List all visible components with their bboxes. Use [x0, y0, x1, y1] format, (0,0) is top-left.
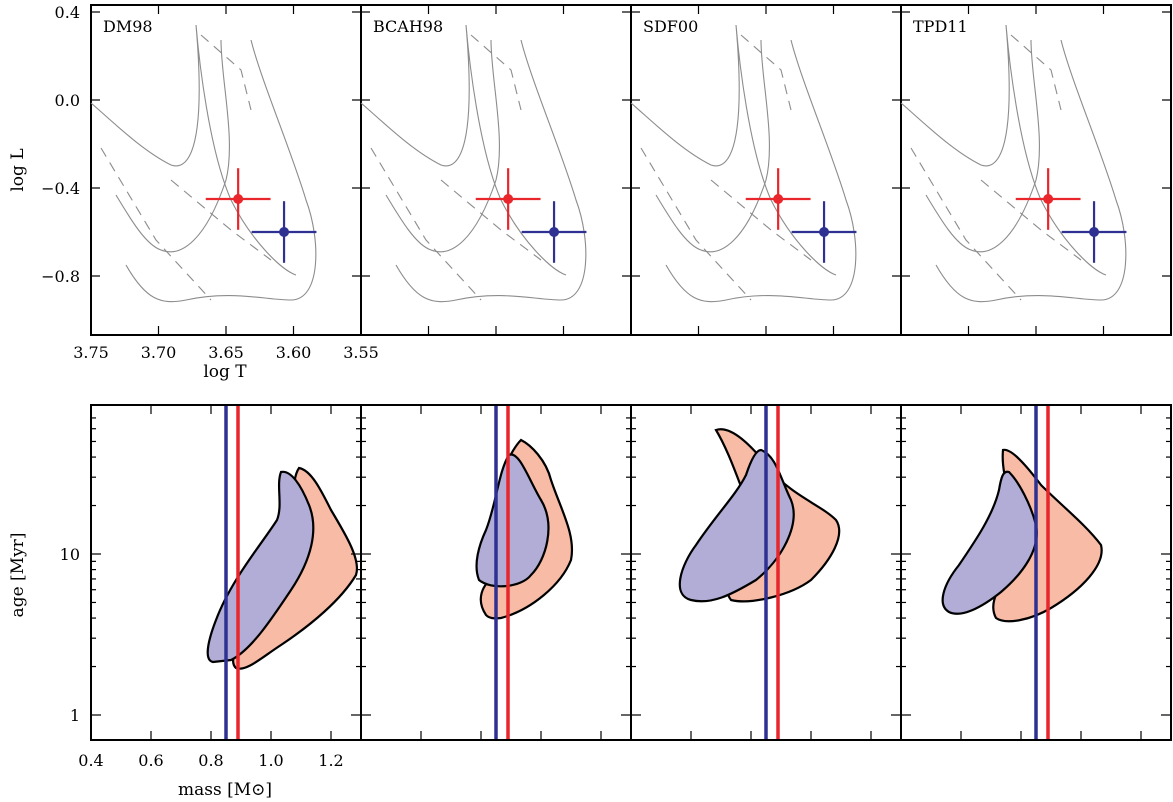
- x-tick-label: 0.6: [138, 751, 163, 770]
- hr-model-label: DM98: [103, 17, 153, 36]
- hr-panel-tpd11: TPD11: [900, 4, 1172, 336]
- age-panel-frame: [900, 404, 1172, 741]
- data-point-blue: [549, 227, 560, 237]
- hr-panel-frame: [630, 4, 902, 336]
- y-tick-label: 0.4: [55, 3, 80, 22]
- isochrone-line: [360, 24, 567, 276]
- x-tick-label: 3.60: [276, 343, 312, 362]
- y-tick-label: 1: [70, 706, 80, 725]
- mass-track-line: [740, 34, 792, 111]
- data-point-red: [1043, 194, 1054, 204]
- bottom-x-axis-label: mass [M⊙]: [178, 780, 272, 800]
- bottom-y-axis-label: age [Myr]: [8, 533, 28, 618]
- x-tick-label: 1.0: [258, 751, 283, 770]
- isochrone-line: [665, 39, 857, 303]
- data-point-blue: [819, 227, 830, 237]
- mass-track-line: [640, 147, 752, 301]
- hr-diagram-row: DM98 BCAH98 SDF00 TPD11 0.4 0.0 −0.4 −0.8 3.75 3.…: [41, 3, 1172, 362]
- x-tick-label: 0.8: [198, 751, 223, 770]
- mass-track-line: [370, 147, 482, 301]
- mass-track-line: [710, 179, 812, 261]
- contour-group: [941, 405, 1103, 740]
- x-tick-label: 3.55: [343, 343, 379, 362]
- isochrone-line: [655, 39, 770, 253]
- data-point-red: [503, 194, 514, 204]
- y-tick-label: −0.4: [41, 179, 80, 198]
- data-point-red: [233, 194, 244, 204]
- mass-track-line: [170, 179, 272, 261]
- hr-panel-frame: [900, 4, 1172, 336]
- data-point-blue: [1089, 227, 1100, 237]
- isochrone-line: [125, 39, 317, 303]
- top-x-axis-label: log T: [203, 362, 247, 382]
- hr-panel-sdf00: SDF00: [630, 4, 902, 336]
- x-tick-label: 3.75: [73, 343, 109, 362]
- contour-group: [678, 405, 841, 740]
- hr-model-label: SDF00: [643, 17, 698, 36]
- y-tick-label: 10: [60, 545, 80, 564]
- hr-panel-bcah98: BCAH98: [360, 4, 632, 336]
- mass-age-row: 1 10 0.4 0.6 0.8 1.0 1.2: [60, 404, 1172, 770]
- contour-group: [475, 405, 574, 740]
- x-tick-label: 3.65: [208, 343, 244, 362]
- hr-panel-frame: [360, 4, 632, 336]
- mass-track-line: [980, 179, 1082, 261]
- top-y-axis-label: log L: [8, 148, 28, 191]
- hr-panel-dm98: DM98: [90, 4, 362, 336]
- contour-group: [206, 405, 359, 740]
- y-tick-label: −0.8: [41, 267, 80, 286]
- data-point-blue: [279, 227, 290, 237]
- x-tick-label: 1.2: [318, 751, 343, 770]
- mass-track-line: [100, 147, 212, 301]
- hr-model-label: BCAH98: [373, 17, 443, 36]
- data-point-red: [773, 194, 784, 204]
- age-panel-dm98: [90, 404, 362, 741]
- mass-track-line: [200, 34, 252, 111]
- isochrone-line: [115, 39, 230, 253]
- mass-track-line: [1010, 34, 1062, 111]
- isochrone-line: [925, 39, 1040, 253]
- age-contour-blue: [941, 470, 1038, 615]
- isochrone-line: [90, 24, 297, 276]
- isochrone-line: [935, 39, 1127, 303]
- x-tick-label: 3.70: [141, 343, 177, 362]
- hr-model-label: TPD11: [913, 17, 968, 36]
- age-contour-blue: [206, 470, 315, 664]
- age-panel-bcah98: [360, 404, 632, 741]
- isochrone-line: [630, 24, 837, 276]
- mass-track-line: [470, 34, 522, 111]
- isochrone-line: [385, 39, 500, 253]
- mass-track-line: [440, 179, 542, 261]
- hr-panel-frame: [90, 4, 362, 336]
- mass-track-line: [910, 147, 1022, 301]
- isochrone-line: [900, 24, 1107, 276]
- y-tick-label: 0.0: [55, 91, 80, 110]
- age-panel-sdf00: [630, 404, 902, 741]
- x-tick-label: 0.4: [78, 751, 103, 770]
- isochrone-line: [395, 39, 587, 303]
- age-panel-tpd11: [900, 404, 1172, 741]
